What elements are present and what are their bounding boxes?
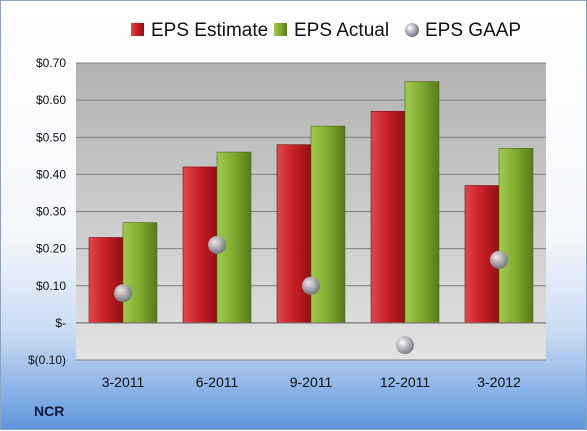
eps-actual-bar: [498, 148, 534, 324]
y-tick-label: $0.20: [36, 242, 66, 256]
x-category-label: 3-2011: [102, 374, 145, 390]
legend: EPS Estimate EPS Actual EPS GAAP: [131, 20, 521, 41]
eps-estimate-bar: [370, 110, 406, 324]
eps-gaap-marker: [302, 276, 320, 295]
eps-gaap-marker: [114, 284, 132, 303]
y-tick-label: $0.50: [36, 130, 66, 144]
y-tick-label: $0.40: [36, 167, 66, 181]
x-category-label: 6-2011: [196, 374, 239, 390]
legend-label: EPS Estimate: [151, 20, 268, 41]
legend-swatch: [131, 23, 144, 36]
y-tick-label: $0.10: [36, 279, 66, 293]
eps-gaap-marker: [208, 235, 226, 254]
y-tick-label: $(0.10): [28, 353, 66, 367]
eps-estimate-bar: [276, 144, 312, 324]
y-tick-label: $0.70: [36, 56, 66, 70]
eps-actual-bar: [122, 222, 158, 324]
eps-actual-bar: [216, 151, 252, 324]
y-tick-label: $-: [55, 316, 66, 330]
legend-swatch: [274, 23, 287, 36]
x-category-label: 3-2012: [477, 374, 521, 390]
x-category-label: 9-2011: [290, 374, 333, 390]
eps-actual-bar: [310, 125, 346, 324]
eps-gaap-marker: [490, 250, 508, 269]
y-tick-label: $0.60: [36, 93, 66, 107]
legend-label: EPS GAAP: [425, 20, 521, 41]
x-category-label: 12-2011: [380, 374, 431, 390]
plot-area: $(0.10) $- $0.10 $0.20 $0.30 $0.40 $0.50 $0.60 $…: [28, 56, 546, 390]
brand-label: NCR: [34, 403, 65, 419]
eps-gaap-marker: [396, 336, 414, 355]
y-tick-label: $0.30: [36, 205, 66, 219]
eps-actual-bar: [404, 81, 440, 324]
eps-estimate-bar: [88, 237, 124, 324]
legend-swatch: [405, 23, 419, 37]
legend-label: EPS Actual: [294, 20, 389, 41]
